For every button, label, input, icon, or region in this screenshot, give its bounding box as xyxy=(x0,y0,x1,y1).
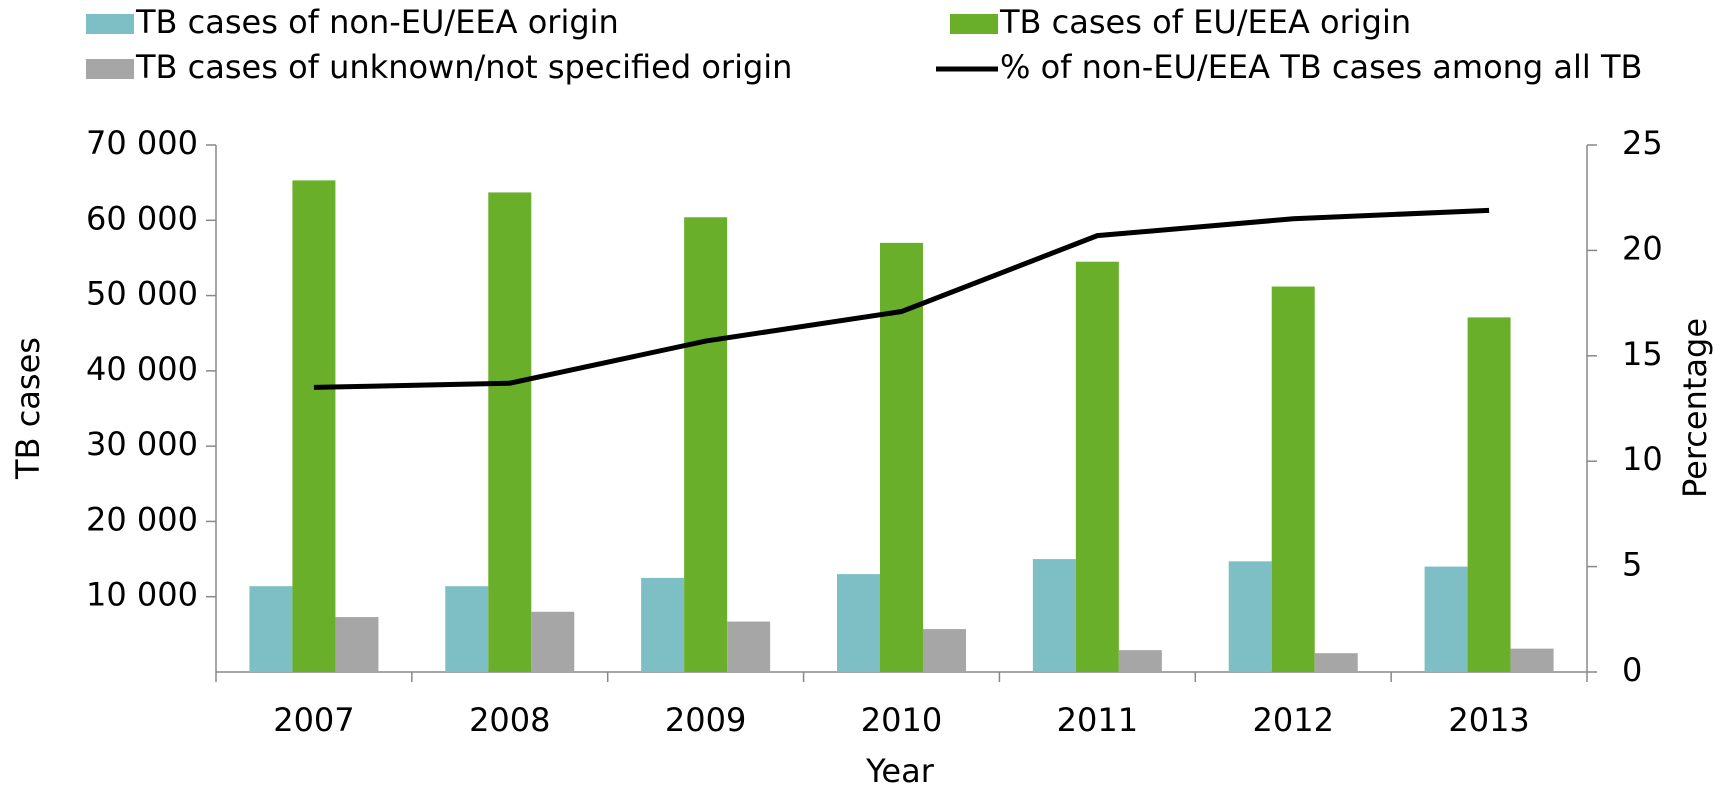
bar xyxy=(1228,561,1272,672)
y-tick-label: 50 000 xyxy=(86,275,198,313)
bar xyxy=(641,577,685,672)
y-tick-label: 70 000 xyxy=(86,124,198,162)
x-tick-label: 2009 xyxy=(665,701,746,739)
bar xyxy=(1032,559,1076,672)
y-axis-label: TB cases xyxy=(9,337,47,480)
legend-swatch xyxy=(950,14,998,34)
y2-tick-label: 15 xyxy=(1622,335,1663,373)
bar xyxy=(684,217,728,672)
legend-label: % of non-EU/EEA TB cases among all TB xyxy=(1000,48,1642,86)
bar xyxy=(335,617,379,672)
bar xyxy=(923,629,966,672)
legend-label: TB cases of non-EU/EEA origin xyxy=(135,3,619,41)
bar xyxy=(1510,648,1554,672)
bar xyxy=(249,586,293,672)
line xyxy=(313,207,1490,390)
y-tick-label: 30 000 xyxy=(86,425,198,463)
bar xyxy=(445,586,489,672)
bar xyxy=(1424,566,1468,672)
bar xyxy=(1271,286,1315,672)
bar xyxy=(727,621,771,672)
y2-tick-label: 20 xyxy=(1622,229,1663,267)
y2-axis-label: Percentage xyxy=(1676,318,1714,498)
y2-tick-label: 10 xyxy=(1622,440,1663,478)
y2-tick-label: 0 xyxy=(1622,651,1642,689)
y-tick-label: 20 000 xyxy=(86,500,198,538)
y2-tick-label: 5 xyxy=(1622,546,1642,584)
x-tick-label: 2007 xyxy=(273,701,354,739)
bar xyxy=(531,611,575,672)
bar xyxy=(488,192,532,672)
y-tick-label: 40 000 xyxy=(86,350,198,388)
legend-label: TB cases of unknown/not specified origin xyxy=(135,48,792,86)
x-tick-label: 2013 xyxy=(1448,701,1529,739)
bar xyxy=(1075,261,1119,672)
legend-swatch xyxy=(86,59,134,79)
x-tick-label: 2011 xyxy=(1057,701,1138,739)
x-axis-label: Year xyxy=(865,752,935,789)
y-tick-label: 60 000 xyxy=(86,199,198,237)
bar xyxy=(1118,650,1162,672)
bar xyxy=(1314,653,1358,672)
x-tick-label: 2008 xyxy=(469,701,550,739)
bar xyxy=(1467,317,1511,672)
bar xyxy=(292,180,336,673)
legend-swatch xyxy=(86,14,134,34)
y-tick-label: 10 000 xyxy=(86,576,198,614)
legend-label: TB cases of EU/EEA origin xyxy=(999,3,1411,41)
y2-tick-label: 25 xyxy=(1622,124,1663,162)
x-tick-label: 2010 xyxy=(861,701,942,739)
bar xyxy=(837,574,880,672)
x-tick-label: 2012 xyxy=(1252,701,1333,739)
